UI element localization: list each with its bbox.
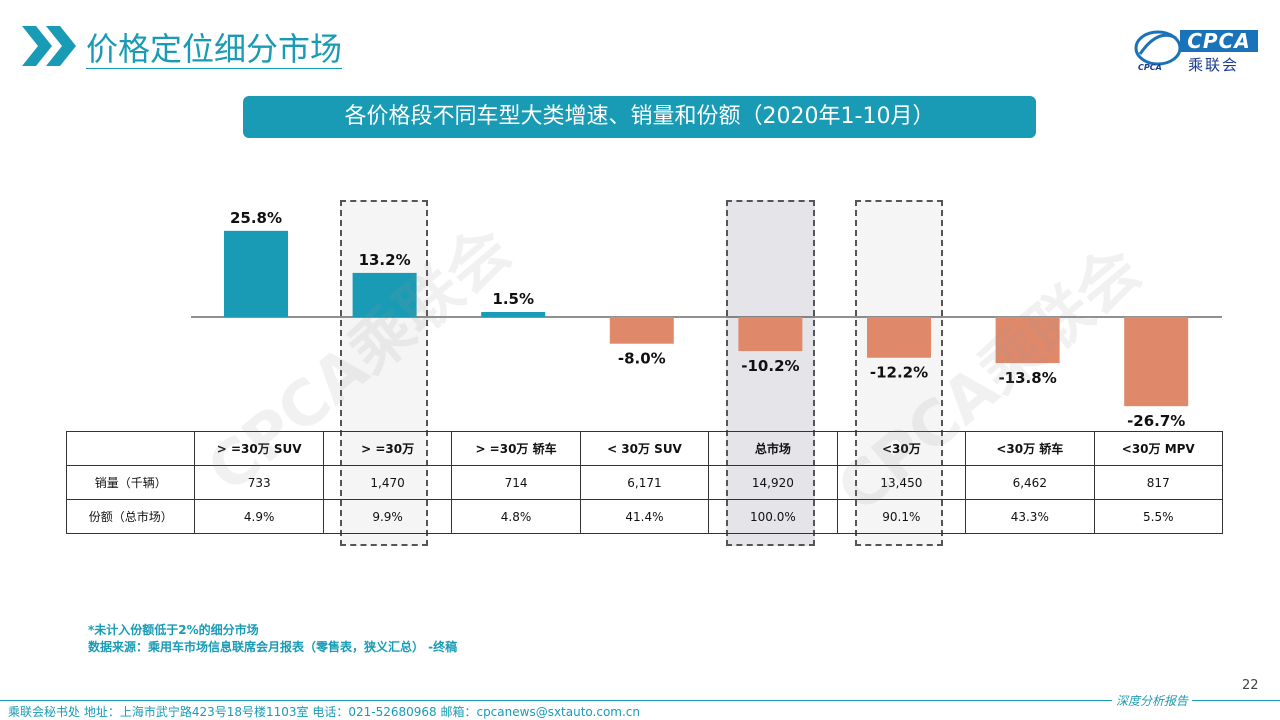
bar-value-label: -10.2% — [741, 357, 799, 375]
bar — [352, 272, 417, 317]
table-header-row: > =30万 SUV > =30万 > =30万 轿车 < 30万 SUV 总市… — [65, 431, 1223, 466]
table-cell: 5.5% — [1093, 499, 1223, 534]
table-row: 销量（千辆） 733 1,470 714 6,171 14,920 13,450… — [65, 465, 1223, 500]
bar — [481, 311, 546, 317]
bar — [995, 317, 1060, 364]
footnote-exclusion: *未计入份额低于2%的细分市场 — [88, 623, 259, 637]
bar — [609, 317, 674, 344]
table-corner — [65, 431, 196, 466]
table-cell: 6,462 — [965, 465, 1095, 500]
data-table: > =30万 SUV > =30万 > =30万 轿车 < 30万 SUV 总市… — [65, 431, 1223, 534]
footer-contact: 乘联会秘书处 地址：上海市武宁路423号18号楼1103室 电话：021-526… — [8, 705, 641, 719]
bar-value-label: 25.8% — [230, 209, 282, 227]
table-cell: 90.1% — [836, 499, 967, 534]
row-label: 销量（千辆） — [65, 465, 196, 500]
double-chevron-icon — [22, 26, 76, 66]
bar-value-label: -13.8% — [998, 369, 1056, 387]
col-header: > =30万 — [322, 431, 453, 466]
growth-bar-chart: 25.8% 13.2% 1.5% -8.0% -10.2% -12.2% -13.8% -26… — [191, 209, 1222, 430]
bar-value-label: -26.7% — [1127, 412, 1185, 430]
table-cell: 4.8% — [451, 499, 581, 534]
table-cell: 714 — [451, 465, 581, 500]
row-label: 份额（总市场） — [65, 499, 196, 534]
bar-value-label: 1.5% — [492, 290, 534, 308]
table-row: 份额（总市场） 4.9% 9.9% 4.8% 41.4% 100.0% 90.1… — [65, 499, 1223, 534]
table-cell: 9.9% — [322, 499, 453, 534]
bar — [867, 317, 931, 358]
table-cell: 41.4% — [579, 499, 710, 534]
bar-value-label: -12.2% — [870, 364, 928, 382]
footer-divider — [0, 700, 1280, 701]
logo-cn-text: 乘联会 — [1188, 56, 1240, 74]
page-number: 22 — [1242, 678, 1259, 693]
page-title: 价格定位细分市场 — [86, 30, 343, 68]
table-cell: 4.9% — [194, 499, 324, 534]
bar-value-label: 13.2% — [359, 251, 411, 269]
chart-banner-title: 各价格段不同车型大类增速、销量和份额（2020年1-10月） — [243, 96, 1036, 138]
table-cell: 13,450 — [836, 465, 967, 500]
table-cell: 100.0% — [708, 499, 838, 534]
col-header: <30万 — [836, 431, 967, 466]
table-cell: 817 — [1093, 465, 1223, 500]
col-header: <30万 轿车 — [965, 431, 1095, 466]
table-cell: 43.3% — [965, 499, 1095, 534]
col-header: 总市场 — [708, 431, 838, 466]
col-header: < 30万 SUV — [579, 431, 710, 466]
table-cell: 733 — [194, 465, 324, 500]
bar — [1124, 317, 1189, 407]
svg-text:CPCA: CPCA — [1138, 63, 1162, 72]
footnotes: *未计入份额低于2%的细分市场 数据来源：乘用车市场信息联席会月报表（零售表，狭… — [88, 622, 457, 656]
bar — [738, 317, 803, 352]
footer-report-type: 深度分析报告 — [1112, 692, 1193, 709]
table-cell: 1,470 — [322, 465, 453, 500]
col-header: > =30万 SUV — [194, 431, 324, 466]
footnote-source: 数据来源：乘用车市场信息联席会月报表（零售表，狭义汇总） -终稿 — [88, 640, 458, 654]
logo-text: CPCA — [1180, 30, 1258, 52]
col-header: <30万 MPV — [1093, 431, 1223, 466]
col-header: > =30万 轿车 — [451, 431, 581, 466]
bar — [224, 230, 288, 317]
bar-value-label: -8.0% — [618, 350, 666, 368]
table-cell: 14,920 — [708, 465, 838, 500]
table-cell: 6,171 — [579, 465, 710, 500]
